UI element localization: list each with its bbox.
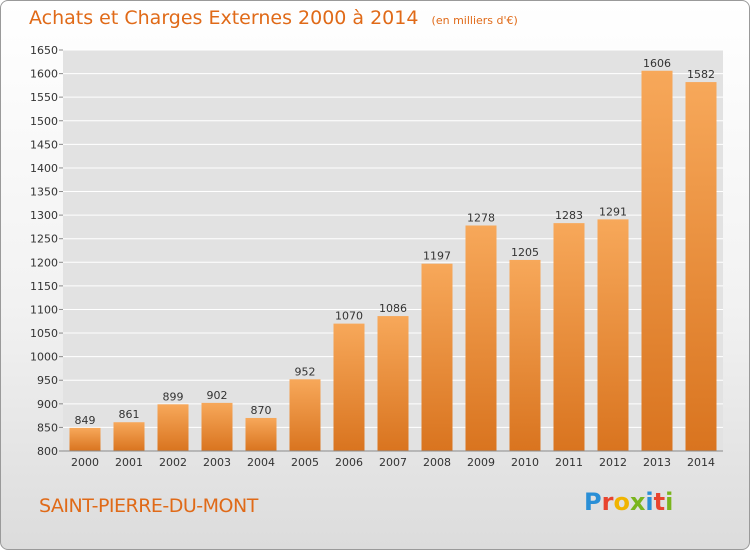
bar-2004 xyxy=(245,417,277,451)
bars xyxy=(69,70,717,452)
bar-2002 xyxy=(157,404,189,451)
logo-letter: x xyxy=(629,488,646,516)
x-tick-label: 2006 xyxy=(335,456,363,469)
y-tick-label: 1300 xyxy=(30,209,58,222)
bar-2012 xyxy=(597,219,629,451)
value-label: 1582 xyxy=(687,68,715,81)
bar-2010 xyxy=(509,259,541,451)
value-label: 1278 xyxy=(467,211,495,224)
y-tick-label: 1600 xyxy=(30,68,58,81)
bar-2003 xyxy=(201,402,233,451)
chart-unit: (en milliers d'€) xyxy=(431,14,518,27)
y-tick-label: 800 xyxy=(37,445,58,458)
bar-2000 xyxy=(69,427,101,451)
x-tick-label: 2002 xyxy=(159,456,187,469)
logo-letter: i xyxy=(645,488,654,516)
bar-2011 xyxy=(553,223,585,451)
x-tick-label: 2012 xyxy=(599,456,627,469)
x-tick-label: 2009 xyxy=(467,456,495,469)
value-label: 861 xyxy=(119,408,140,421)
value-label: 952 xyxy=(295,365,316,378)
y-tick-label: 1450 xyxy=(30,138,58,151)
commune-name: SAINT-PIERRE-DU-MONT xyxy=(39,495,258,517)
y-tick-label: 900 xyxy=(37,398,58,411)
x-tick-label: 2007 xyxy=(379,456,407,469)
value-label: 1197 xyxy=(423,250,451,263)
logo-letter: P xyxy=(584,488,602,516)
title-block: Achats et Charges Externes 2000 à 2014 (… xyxy=(29,7,518,29)
x-tick-label: 2013 xyxy=(643,456,671,469)
y-tick-label: 1500 xyxy=(30,115,58,128)
x-tick-label: 2014 xyxy=(687,456,715,469)
bar-2005 xyxy=(289,379,321,451)
bar-2001 xyxy=(113,422,145,451)
value-label: 1291 xyxy=(599,205,627,218)
x-tick-label: 2003 xyxy=(203,456,231,469)
proxiti-logo: Proxiti xyxy=(584,488,673,516)
chart-title: Achats et Charges Externes 2000 à 2014 xyxy=(29,7,419,29)
logo-letter: o xyxy=(613,488,630,516)
value-label: 1283 xyxy=(555,209,583,222)
x-tick-label: 2000 xyxy=(71,456,99,469)
value-label: 899 xyxy=(163,390,184,403)
y-tick-label: 1650 xyxy=(30,44,58,57)
y-tick-label: 1400 xyxy=(30,162,58,175)
y-tick-label: 1100 xyxy=(30,303,58,316)
y-tick-label: 1350 xyxy=(30,186,58,199)
value-label: 849 xyxy=(75,414,96,427)
x-tick-label: 2004 xyxy=(247,456,275,469)
x-tick-label: 2008 xyxy=(423,456,451,469)
x-tick-label: 2005 xyxy=(291,456,319,469)
value-label: 1086 xyxy=(379,302,407,315)
logo-letter: i xyxy=(665,488,674,516)
value-label: 870 xyxy=(251,404,272,417)
x-tick-label: 2001 xyxy=(115,456,143,469)
bar-2006 xyxy=(333,323,365,451)
y-tick-label: 1250 xyxy=(30,233,58,246)
x-tick-label: 2010 xyxy=(511,456,539,469)
value-labels: 849 861 899 902 870 952 1070 1086 1197 1278 1205 12… xyxy=(75,57,716,427)
value-label: 902 xyxy=(207,389,228,402)
bar-2008 xyxy=(421,263,453,451)
bar-2007 xyxy=(377,316,409,451)
bar-2009 xyxy=(465,225,497,451)
x-tick-label: 2011 xyxy=(555,456,583,469)
value-label: 1205 xyxy=(511,246,539,259)
x-axis-ticks: 2000 2001 2002 2003 2004 2005 2006 2007 2008 2009… xyxy=(71,456,715,469)
y-tick-label: 1200 xyxy=(30,256,58,269)
logo-letter: r xyxy=(601,488,614,516)
bar-2014 xyxy=(685,82,717,451)
y-tick-label: 1000 xyxy=(30,351,58,364)
y-tick-label: 850 xyxy=(37,421,58,434)
y-axis-ticks: 800 850 900 950 1000 1050 1100 1150 1200 1250 1300… xyxy=(30,44,63,458)
logo-letter: t xyxy=(653,488,666,516)
value-label: 1070 xyxy=(335,310,363,323)
bar-2013 xyxy=(641,70,673,452)
y-tick-label: 1550 xyxy=(30,91,58,104)
y-tick-label: 1150 xyxy=(30,280,58,293)
y-tick-label: 1050 xyxy=(30,327,58,340)
value-label: 1606 xyxy=(643,57,671,70)
y-tick-label: 950 xyxy=(37,374,58,387)
